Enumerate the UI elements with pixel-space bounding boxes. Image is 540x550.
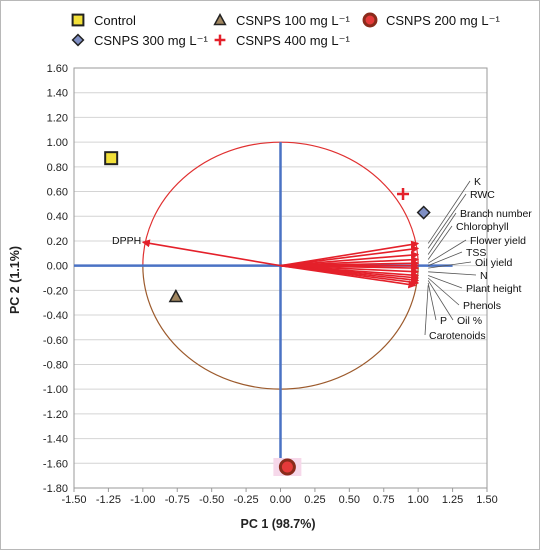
x-tick-label: 0.00 xyxy=(270,494,291,506)
y-tick-label: -1.80 xyxy=(43,483,68,495)
legend-label: CSNPS 300 mg L⁻¹ xyxy=(94,33,208,48)
vector-label-leader xyxy=(427,239,467,264)
vector-label-leader xyxy=(427,280,454,321)
marker-circle-core xyxy=(284,464,291,470)
loading-vector xyxy=(141,239,281,267)
vector-label: P xyxy=(440,315,447,327)
legend-entry: Control xyxy=(71,13,136,28)
vector-label-leader xyxy=(424,285,429,336)
vector-label-leader xyxy=(427,180,471,244)
y-tick-label: 1.20 xyxy=(47,112,68,124)
y-tick-label: 0.40 xyxy=(47,211,68,223)
x-tick-label: 1.25 xyxy=(442,494,463,506)
vector-label: TSS xyxy=(466,247,486,259)
score-points xyxy=(104,151,431,476)
marker-circle-core xyxy=(367,17,373,23)
vector-label: Plant height xyxy=(466,283,522,295)
x-tick-label: -0.50 xyxy=(199,494,224,506)
x-tick-label: -1.50 xyxy=(61,494,86,506)
vector-label-leader xyxy=(428,251,463,267)
vector-label: RWC xyxy=(470,189,495,201)
loading-vector xyxy=(280,240,420,267)
score-point xyxy=(168,288,184,303)
y-tick-label: 0.80 xyxy=(47,162,68,174)
loading-vector xyxy=(280,251,420,267)
x-tick-label: 0.75 xyxy=(373,494,394,506)
y-tick-label: -0.60 xyxy=(43,335,68,347)
vector-label: Chlorophyll xyxy=(456,221,509,233)
y-tick-label: 0.20 xyxy=(47,236,68,248)
y-tick-label: -1.60 xyxy=(43,458,68,470)
y-axis-title: PC 2 (1.1%) xyxy=(8,246,22,314)
legend-label: CSNPS 400 mg L⁻¹ xyxy=(236,33,350,48)
score-point xyxy=(278,458,296,476)
vector-label-leader xyxy=(428,271,477,276)
x-tick-label: -1.25 xyxy=(96,494,121,506)
vector-label: Oil % xyxy=(457,315,482,327)
marker-diamond xyxy=(71,33,85,47)
y-tick-label: -1.40 xyxy=(43,434,68,446)
x-tick-label: -1.00 xyxy=(130,494,155,506)
score-point xyxy=(416,205,431,220)
vector-label-leader xyxy=(427,193,467,249)
vector-label: DPPH xyxy=(112,235,141,247)
marker-triangle xyxy=(213,13,227,26)
x-axis-title: PC 1 (98.7%) xyxy=(240,517,315,531)
legend-label: Control xyxy=(94,13,136,28)
vector-label-leader xyxy=(427,282,437,321)
y-tick-label: -0.40 xyxy=(43,310,68,322)
score-point xyxy=(104,151,119,166)
legend-label: CSNPS 200 mg L⁻¹ xyxy=(386,13,500,28)
legend-entry: CSNPS 200 mg L⁻¹ xyxy=(362,12,500,28)
vector-label-leader xyxy=(427,212,457,255)
x-tick-label: 1.50 xyxy=(476,494,497,506)
vector-label-leader xyxy=(428,275,463,289)
vector-label: Oil yield xyxy=(475,257,513,269)
x-tick-label: 1.00 xyxy=(407,494,428,506)
y-tick-label: 0.60 xyxy=(47,187,68,199)
y-tick-label: 1.40 xyxy=(47,88,68,100)
y-tick-label: -0.80 xyxy=(43,359,68,371)
marker-diamond xyxy=(416,205,431,220)
y-tick-label: -1.20 xyxy=(43,409,68,421)
x-tick-label: -0.75 xyxy=(165,494,190,506)
y-tick-label: 1.60 xyxy=(47,63,68,75)
x-tick-label: 0.50 xyxy=(339,494,360,506)
vector-label: Carotenoids xyxy=(429,330,486,342)
legend-entry: CSNPS 100 mg L⁻¹ xyxy=(213,13,350,28)
x-tick-label: -0.25 xyxy=(234,494,259,506)
y-tick-label: 0.00 xyxy=(47,261,68,273)
vector-label-leader xyxy=(428,261,472,269)
legend-entry: CSNPS 300 mg L⁻¹ xyxy=(71,33,208,48)
score-point xyxy=(397,188,410,200)
y-tick-label: -0.20 xyxy=(43,285,68,297)
legend-label: CSNPS 100 mg L⁻¹ xyxy=(236,13,350,28)
y-tick-label: 1.00 xyxy=(47,137,68,149)
legend-entry: CSNPS 400 mg L⁻¹ xyxy=(214,33,350,48)
vector-label-leader xyxy=(427,277,460,306)
vector-label-leader xyxy=(427,225,453,260)
legend: Control CSNPS 100 mg L⁻¹ CSNPS 200 mg L⁻¹ C… xyxy=(71,12,500,48)
axis-titles: PC 1 (98.7%) PC 2 (1.1%) xyxy=(8,246,316,531)
tick-labels: 1.60 1.40 1.20 1.00 0.80 0.60 0.40 0.20 0.00 -0.2… xyxy=(43,63,498,506)
loading-vector xyxy=(280,264,417,289)
vector-label: K xyxy=(474,176,481,188)
vector-label: N xyxy=(480,270,488,282)
x-tick-label: 0.25 xyxy=(304,494,325,506)
y-tick-label: -1.00 xyxy=(43,384,68,396)
vector-label: Phenols xyxy=(463,300,501,312)
marker-square xyxy=(104,151,119,166)
loading-vector xyxy=(280,245,420,267)
vector-label: Flower yield xyxy=(470,235,526,247)
marker-triangle xyxy=(168,288,184,303)
vector-label: Branch number xyxy=(460,208,532,220)
marker-square xyxy=(71,13,85,27)
